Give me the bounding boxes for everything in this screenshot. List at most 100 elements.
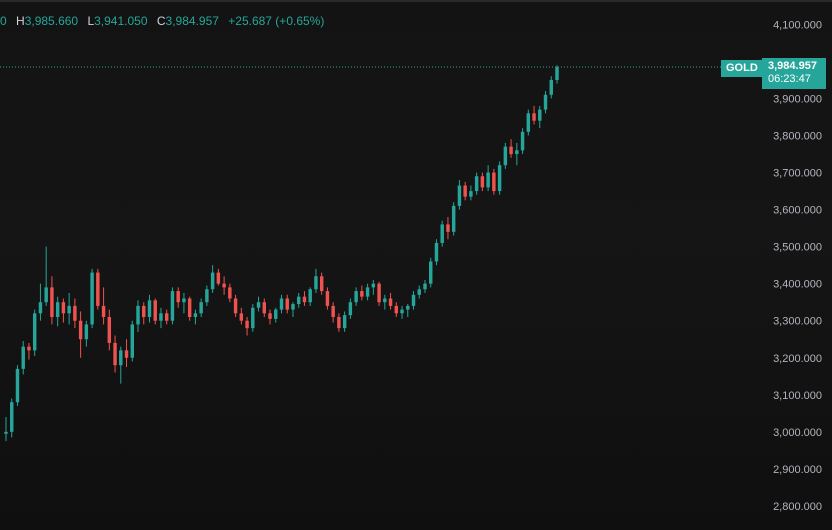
candle-body bbox=[187, 298, 192, 318]
price-axis[interactable]: 2,800.000 2,900.000 3,000.000 3,100.000 3,20… bbox=[773, 19, 822, 513]
candle-body bbox=[457, 185, 462, 206]
candle-body bbox=[90, 272, 94, 325]
price-tick-label: 3,900.000 bbox=[773, 93, 822, 105]
candle-body bbox=[429, 261, 433, 284]
candle-body bbox=[27, 346, 31, 351]
candle-body bbox=[532, 113, 536, 121]
candle-body bbox=[153, 300, 157, 321]
candle-body bbox=[32, 313, 37, 351]
candle-body bbox=[434, 242, 439, 262]
price-tick-label: 3,800.000 bbox=[773, 131, 822, 143]
candle-body bbox=[446, 224, 450, 232]
candle-body bbox=[480, 176, 485, 188]
candle-body bbox=[233, 298, 238, 314]
open-value: 0 bbox=[0, 14, 7, 28]
price-tick-label: 3,500.000 bbox=[773, 242, 822, 254]
candle-body bbox=[406, 305, 410, 310]
candle-body bbox=[394, 305, 399, 314]
candle-body bbox=[251, 307, 255, 329]
price-tick-label: 2,800.000 bbox=[773, 501, 822, 513]
candle-body bbox=[67, 305, 71, 314]
ohlc-legend: 0 H3,985.660 L3,941.050 C3,984.957 +25.6… bbox=[0, 14, 324, 28]
candle-body bbox=[228, 287, 232, 299]
candle-body bbox=[170, 291, 175, 321]
candle-body bbox=[308, 289, 312, 303]
candle-body bbox=[61, 302, 66, 314]
price-tick-label: 3,400.000 bbox=[773, 279, 822, 291]
candle-body bbox=[342, 315, 347, 329]
candle-body bbox=[377, 283, 381, 303]
candle-body bbox=[291, 304, 295, 310]
symbol-badge: GOLD bbox=[721, 60, 763, 77]
candle-body bbox=[182, 298, 186, 303]
candle-body bbox=[555, 67, 559, 80]
candle-body bbox=[337, 317, 341, 329]
candle-body bbox=[549, 79, 553, 95]
candle-body bbox=[274, 309, 278, 319]
price-tick-label: 3,100.000 bbox=[773, 390, 822, 402]
candle-body bbox=[388, 298, 393, 306]
candle-body bbox=[325, 291, 330, 306]
candle-body bbox=[423, 283, 427, 290]
close-value: 3,984.957 bbox=[165, 14, 219, 28]
price-tick-label: 4,100.000 bbox=[773, 19, 822, 31]
close-label: C bbox=[156, 14, 166, 28]
candle-body bbox=[78, 320, 83, 340]
candle-body bbox=[73, 305, 77, 321]
candles-group bbox=[4, 65, 559, 442]
candle-body bbox=[205, 289, 209, 303]
candle-body bbox=[360, 291, 364, 297]
candle-body bbox=[400, 309, 404, 314]
candle-body bbox=[15, 368, 20, 403]
candle-body bbox=[331, 305, 335, 318]
bar-countdown: 06:23:47 bbox=[768, 73, 811, 85]
candle-body bbox=[319, 276, 324, 292]
candle-body bbox=[314, 276, 318, 290]
candle-body bbox=[164, 313, 169, 321]
candle-body bbox=[515, 150, 519, 155]
candle-body bbox=[136, 305, 140, 325]
candle-body bbox=[199, 302, 203, 314]
low-label: L bbox=[87, 14, 95, 28]
candle-body bbox=[4, 431, 8, 434]
candle-body bbox=[262, 302, 267, 314]
last-price-value: 3,984.957 bbox=[768, 60, 817, 72]
high-label: H bbox=[16, 14, 25, 28]
candle-body bbox=[526, 113, 531, 132]
candle-body bbox=[50, 287, 54, 318]
candle-body bbox=[520, 131, 525, 151]
candle-body bbox=[256, 302, 261, 308]
candle-body bbox=[21, 346, 25, 369]
candle-body bbox=[147, 300, 152, 318]
candle-body bbox=[411, 294, 416, 306]
candle-body bbox=[101, 305, 106, 318]
price-tick-label: 2,900.000 bbox=[773, 464, 822, 476]
last-price-badge: 3,984.957 06:23:47 bbox=[762, 58, 826, 89]
candle-body bbox=[119, 350, 123, 366]
candle-body bbox=[55, 302, 60, 318]
candle-body bbox=[142, 305, 146, 318]
price-tick-label: 3,200.000 bbox=[773, 353, 822, 365]
candle-body bbox=[130, 324, 134, 358]
candle-body bbox=[365, 287, 370, 297]
candle-body bbox=[96, 272, 100, 306]
candle-body bbox=[371, 283, 376, 288]
candle-body bbox=[509, 146, 513, 155]
candle-body bbox=[159, 313, 163, 321]
candle-body bbox=[497, 165, 502, 192]
price-tick-label: 3,700.000 bbox=[773, 168, 822, 180]
candle-body bbox=[463, 185, 467, 197]
candle-body bbox=[279, 298, 284, 310]
candle-body bbox=[354, 291, 358, 303]
candle-body bbox=[107, 317, 112, 343]
price-tick-label: 3,000.000 bbox=[773, 427, 822, 439]
candle-body bbox=[486, 172, 490, 188]
change-value: +25.687 (+0.65%) bbox=[228, 14, 325, 28]
candle-body bbox=[44, 287, 48, 303]
candle-body bbox=[285, 298, 289, 310]
top-border bbox=[0, 0, 832, 2]
candle-body bbox=[538, 109, 542, 121]
candle-body bbox=[124, 350, 129, 358]
